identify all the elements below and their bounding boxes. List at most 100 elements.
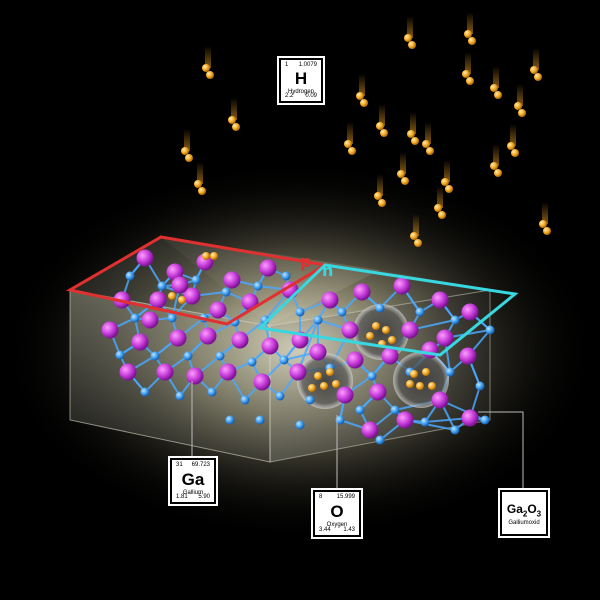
hydrogen-atom <box>441 178 449 186</box>
hydrogen-atom <box>178 296 186 304</box>
oxygen-atom <box>368 372 377 381</box>
oxygen-atom <box>451 316 460 325</box>
gallium-atom <box>254 374 271 391</box>
oxygen-atom <box>176 392 185 401</box>
hydrogen-atom <box>462 70 470 78</box>
hydrogen-atom <box>408 41 416 49</box>
hydrogen-atom <box>494 91 502 99</box>
hydrogen-atom <box>228 116 236 124</box>
hydrogen-atom <box>518 109 526 117</box>
gallium-atom <box>370 384 387 401</box>
oxygen-atom <box>248 358 257 367</box>
oxygen-atom <box>376 304 385 313</box>
hydrogen-atom <box>434 204 442 212</box>
oxygen-atom <box>256 416 265 425</box>
oxygen-atom <box>296 421 305 430</box>
oxygen-atom <box>192 276 201 285</box>
hydrogen-atom <box>507 142 515 150</box>
electronegativity: 1.81 <box>176 494 188 500</box>
hydrogen-atom <box>388 336 396 344</box>
atomic-mass: 1.0079 <box>299 62 317 68</box>
oxygen-atom <box>421 418 430 427</box>
hydrogen-atom <box>344 140 352 148</box>
atomic-number: 31 <box>176 462 183 468</box>
hydrogen-atom <box>426 147 434 155</box>
hydrogen-atom <box>348 147 356 155</box>
hydrogen-atom <box>543 227 551 235</box>
gallium-atom <box>432 392 449 409</box>
gallium-atom <box>462 410 479 427</box>
hydrogen-atom <box>410 232 418 240</box>
oxygen-atom <box>446 368 455 377</box>
gallium-atom <box>397 412 414 429</box>
gallium-atom <box>337 387 354 404</box>
hydrogen-atom <box>411 137 419 145</box>
gallium-element-tile: 31 69.723 Ga Gallium 1.81 5.90 <box>170 458 216 504</box>
oxygen-atom <box>376 436 385 445</box>
atomic-mass: 15.999 <box>337 494 355 500</box>
gallium-atom <box>362 422 379 439</box>
gallium-atom <box>432 292 449 309</box>
oxygen-atom <box>296 308 305 317</box>
atomic-number: 8 <box>319 494 322 500</box>
oxygen-atom <box>391 406 400 415</box>
electronegativity: 2.2 <box>285 93 293 99</box>
oxygen-atom <box>216 352 225 361</box>
oxygen-atom <box>486 326 495 335</box>
gallium-atom <box>137 250 154 267</box>
oxygen-atom <box>338 308 347 317</box>
gallium-atom <box>262 338 279 355</box>
oxygen-atom <box>126 272 135 281</box>
oxygen-atom <box>481 416 490 425</box>
compound-formula: Ga2O3 <box>502 502 546 518</box>
oxygen-element-tile: 8 15.999 O Oxygen 3.44 1.43 <box>313 490 361 537</box>
hydrogen-element-tile: 1 1.0079 H Hydrogen 2.2 0.09 <box>279 58 323 103</box>
hydrogen-atom <box>534 73 542 81</box>
hydrogen-atom <box>406 380 414 388</box>
hydrogen-atom <box>494 169 502 177</box>
oxygen-atom <box>141 388 150 397</box>
hydrogen-atom <box>401 177 409 185</box>
gallium-atom <box>187 368 204 385</box>
p-region-label: p <box>300 252 311 271</box>
hydrogen-atom <box>514 102 522 110</box>
gallium-atom <box>260 260 277 277</box>
hydrogen-atom <box>466 77 474 85</box>
oxygen-atom <box>158 282 167 291</box>
hydrogen-atom <box>511 149 519 157</box>
gallium-atom <box>310 344 327 361</box>
oxygen-atom <box>151 352 160 361</box>
hydrogen-atom <box>428 382 436 390</box>
hydrogen-atom <box>314 372 322 380</box>
oxygen-atom <box>306 396 315 405</box>
ionization-value: 0.09 <box>305 93 317 99</box>
hydrogen-atom <box>366 332 374 340</box>
hydrogen-atom <box>422 368 430 376</box>
hydrogen-atom <box>378 199 386 207</box>
oxygen-atom <box>476 382 485 391</box>
gallium-atom <box>220 364 237 381</box>
gallium-atom <box>224 272 241 289</box>
hydrogen-atom <box>490 84 498 92</box>
oxygen-atom <box>451 426 460 435</box>
oxygen-atom <box>416 308 425 317</box>
gallium-atom <box>437 330 454 347</box>
hydrogen-atom <box>468 37 476 45</box>
gallium-atom <box>347 352 364 369</box>
n-region-label: n <box>322 261 333 280</box>
hydrogen-atom <box>181 147 189 155</box>
oxygen-atom <box>282 272 291 281</box>
gallium-atom <box>382 348 399 365</box>
compound-name: Galliumoxid <box>502 520 546 526</box>
atomic-number: 1 <box>285 62 288 68</box>
oxygen-atom <box>276 392 285 401</box>
hydrogen-atom <box>445 185 453 193</box>
hydrogen-atom <box>168 292 176 300</box>
electronegativity: 3.44 <box>319 527 331 533</box>
gallium-atom <box>120 364 137 381</box>
hydrogen-atom <box>539 220 547 228</box>
gallium-atom <box>170 330 187 347</box>
hydrogen-atom <box>326 368 334 376</box>
hydrogen-atom <box>308 384 316 392</box>
ionization-value: 1.43 <box>343 527 355 533</box>
